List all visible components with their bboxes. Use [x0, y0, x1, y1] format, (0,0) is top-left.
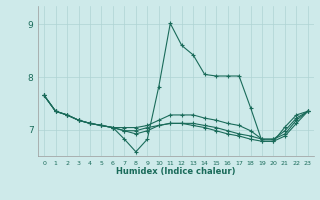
- X-axis label: Humidex (Indice chaleur): Humidex (Indice chaleur): [116, 167, 236, 176]
